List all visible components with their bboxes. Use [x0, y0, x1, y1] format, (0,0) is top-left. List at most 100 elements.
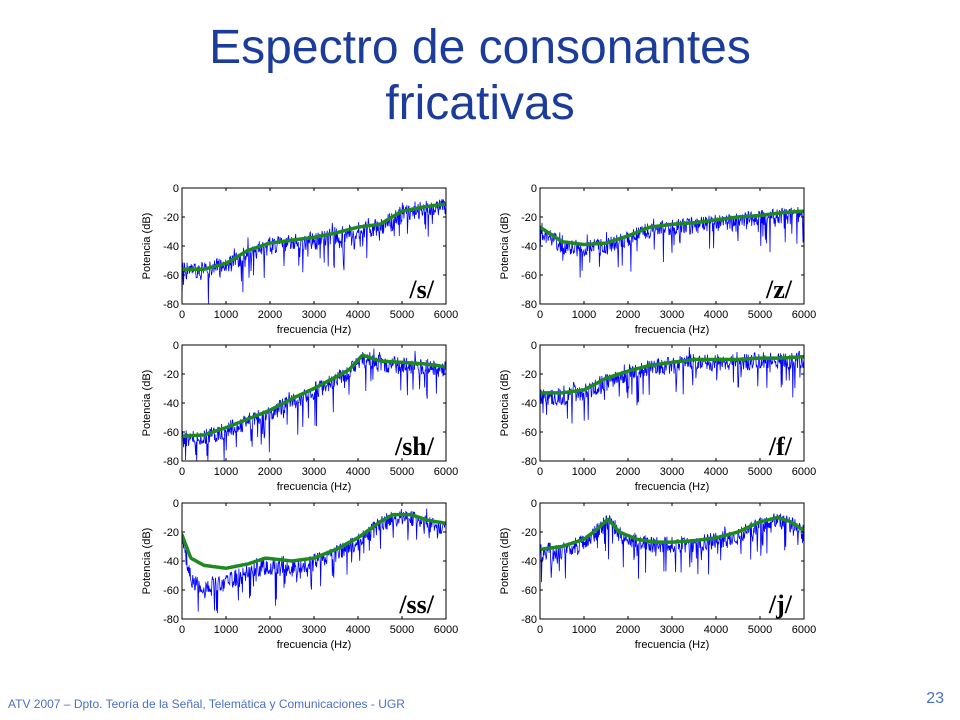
spectrum-line: [182, 348, 446, 461]
y-tick-label: -60: [521, 427, 537, 439]
phoneme-label: /sh/: [394, 432, 435, 461]
x-tick-label: 0: [537, 624, 543, 636]
spectrum-line: [182, 508, 446, 614]
envelope-line: [540, 515, 804, 552]
x-tick-label: 6000: [792, 309, 816, 321]
x-tick-label: 1000: [572, 309, 596, 321]
x-tick-label: 1000: [572, 466, 596, 478]
x-axis-label: frecuencia (Hz): [277, 639, 352, 651]
y-axis-label: Potencia (dB): [499, 213, 511, 280]
spectrum-line: [540, 513, 804, 583]
x-tick-label: 6000: [434, 309, 458, 321]
y-axis-label: Potencia (dB): [141, 370, 153, 437]
y-tick-label: -60: [163, 270, 179, 282]
y-tick-label: -80: [521, 456, 537, 468]
x-tick-label: 4000: [704, 309, 728, 321]
y-tick-label: -20: [521, 369, 537, 381]
y-tick-label: -20: [521, 212, 537, 224]
y-tick-label: -60: [163, 585, 179, 597]
y-tick-label: -40: [521, 556, 537, 568]
x-tick-label: 6000: [434, 466, 458, 478]
x-tick-label: 6000: [792, 466, 816, 478]
y-tick-label: -40: [521, 241, 537, 253]
x-tick-label: 1000: [214, 466, 238, 478]
y-tick-label: -40: [163, 556, 179, 568]
x-tick-label: 2000: [616, 309, 640, 321]
x-tick-label: 0: [537, 466, 543, 478]
y-tick-label: -40: [163, 241, 179, 253]
spectrum-chart-6: 0 1000 2000 3000 4000 5000 6000 0 -20 -40 -60 -80 fr…: [499, 498, 816, 651]
x-tick-label: 5000: [390, 624, 414, 636]
y-axis-label: Potencia (dB): [141, 528, 153, 595]
x-axis-label: frecuencia (Hz): [277, 324, 352, 336]
phoneme-label: /j/: [768, 590, 793, 619]
x-tick-label: 5000: [390, 466, 414, 478]
y-tick-label: -80: [163, 614, 179, 626]
phoneme-label: /ss/: [398, 590, 434, 619]
x-tick-label: 3000: [660, 466, 684, 478]
phoneme-label: /z/: [765, 275, 793, 304]
envelope-line: [182, 202, 446, 271]
envelope-line: [540, 209, 804, 247]
y-tick-label: 0: [531, 498, 537, 510]
y-tick-label: -20: [163, 369, 179, 381]
x-tick-label: 5000: [748, 466, 772, 478]
x-tick-label: 4000: [346, 466, 370, 478]
y-tick-label: 0: [173, 498, 179, 510]
y-tick-label: 0: [173, 183, 179, 195]
phoneme-label: /f/: [768, 432, 793, 461]
y-tick-label: -40: [521, 398, 537, 410]
x-tick-label: 3000: [660, 624, 684, 636]
plot-frame: [181, 187, 447, 305]
spectrum-chart-1: 0 1000 2000 3000 4000 5000 6000 0 -20 -40 -60 -80 fr…: [141, 183, 458, 336]
x-tick-label: 3000: [302, 624, 326, 636]
envelope-line: [540, 354, 804, 395]
y-tick-label: -20: [163, 527, 179, 539]
slide-footer: ATV 2007 – Dpto. Teoría de la Señal, Tel…: [8, 697, 405, 711]
slide-title-line1: Espectro de consonantes: [209, 21, 751, 74]
x-tick-label: 0: [179, 466, 185, 478]
x-tick-label: 5000: [748, 624, 772, 636]
x-tick-label: 3000: [660, 309, 684, 321]
y-tick-label: -60: [521, 270, 537, 282]
page-number: 23: [926, 690, 944, 707]
y-tick-label: -60: [521, 585, 537, 597]
y-tick-label: 0: [531, 183, 537, 195]
spectrum-chart-5: 0 1000 2000 3000 4000 5000 6000 0 -20 -40 -60 -80 fr…: [141, 498, 458, 651]
y-tick-label: -20: [521, 527, 537, 539]
y-axis-label: Potencia (dB): [499, 528, 511, 595]
envelope-line: [182, 353, 446, 439]
spectrum-chart-3: 0 1000 2000 3000 4000 5000 6000 0 -20 -40 -60 -80 fr…: [141, 340, 458, 493]
x-axis-label: frecuencia (Hz): [635, 639, 710, 651]
slide-title: Espectro de consonantes fricativas: [0, 20, 960, 132]
y-tick-label: -80: [163, 456, 179, 468]
y-tick-label: -80: [163, 299, 179, 311]
y-tick-label: -40: [163, 398, 179, 410]
y-tick-label: 0: [531, 340, 537, 352]
y-axis-label: Potencia (dB): [499, 370, 511, 437]
spectrum-chart-2: 0 1000 2000 3000 4000 5000 6000 0 -20 -40 -60 -80 fr…: [499, 183, 816, 336]
envelope-line: [182, 512, 446, 570]
slide-title-line2: fricativas: [385, 77, 575, 130]
y-tick-label: 0: [173, 340, 179, 352]
x-tick-label: 2000: [258, 624, 282, 636]
x-axis-label: frecuencia (Hz): [277, 481, 352, 493]
x-tick-label: 2000: [258, 309, 282, 321]
x-tick-label: 0: [179, 624, 185, 636]
spectrum-chart-4: 0 1000 2000 3000 4000 5000 6000 0 -20 -40 -60 -80 fr…: [499, 340, 816, 493]
y-tick-label: -80: [521, 299, 537, 311]
x-axis-label: frecuencia (Hz): [635, 481, 710, 493]
x-tick-label: 2000: [258, 466, 282, 478]
phoneme-label: /s/: [408, 275, 434, 304]
x-tick-label: 2000: [616, 624, 640, 636]
x-tick-label: 6000: [792, 624, 816, 636]
y-axis-label: Potencia (dB): [141, 213, 153, 280]
x-tick-label: 2000: [616, 466, 640, 478]
x-tick-label: 1000: [214, 624, 238, 636]
x-tick-label: 6000: [434, 624, 458, 636]
y-tick-label: -20: [163, 212, 179, 224]
y-tick-label: -80: [521, 614, 537, 626]
x-tick-label: 4000: [346, 624, 370, 636]
x-tick-label: 5000: [748, 309, 772, 321]
